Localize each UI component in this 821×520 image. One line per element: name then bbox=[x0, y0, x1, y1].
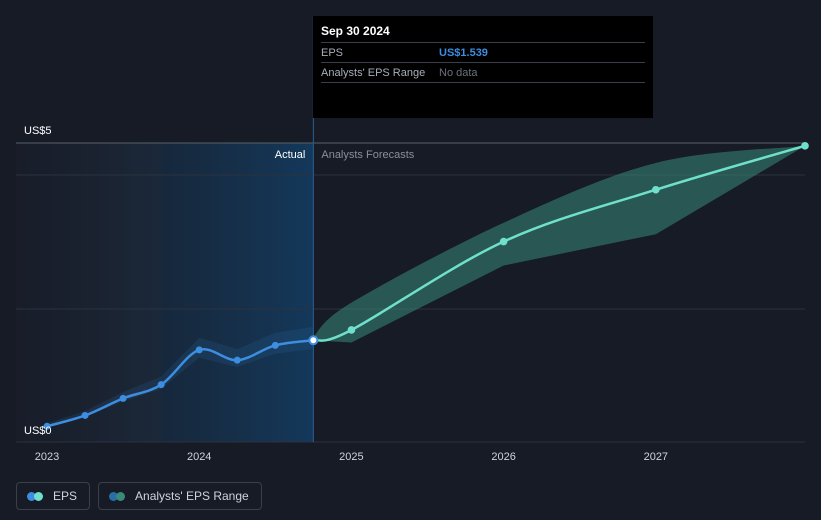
eps-point bbox=[271, 341, 279, 349]
current-eps-point bbox=[308, 335, 319, 346]
tooltip-date: Sep 30 2024 bbox=[321, 24, 645, 43]
legend-eps-dot-forecast bbox=[34, 491, 43, 501]
legend-eps-label: EPS bbox=[53, 489, 78, 503]
eps-point bbox=[119, 394, 127, 402]
tooltip: Sep 30 2024 EPS US$1.539 Analysts' EPS R… bbox=[313, 16, 653, 118]
past-shade bbox=[16, 143, 161, 442]
eps-point bbox=[233, 356, 241, 364]
actual-label: Actual bbox=[275, 149, 306, 161]
legend-range-button[interactable]: Analysts' EPS Range bbox=[98, 482, 262, 510]
forecast-point bbox=[652, 185, 660, 194]
legend-range-swatch bbox=[109, 491, 127, 501]
forecast-point bbox=[801, 142, 809, 150]
chart-legend: EPS Analysts' EPS Range bbox=[16, 482, 262, 510]
forecast-range-area bbox=[313, 145, 805, 343]
x-tick-label: 2027 bbox=[644, 451, 668, 463]
x-tick-label: 2025 bbox=[339, 451, 363, 463]
legend-eps-dot-actual bbox=[27, 491, 36, 501]
x-tick-label: 2026 bbox=[491, 451, 515, 463]
tooltip-row-eps: EPS US$1.539 bbox=[321, 43, 645, 63]
eps-point bbox=[81, 411, 89, 419]
forecast-point bbox=[499, 237, 508, 246]
tooltip-eps-value: US$1.539 bbox=[439, 47, 488, 59]
y-tick-label: US$0 bbox=[24, 425, 52, 437]
eps-point bbox=[157, 381, 165, 389]
legend-eps-button[interactable]: EPS bbox=[16, 482, 91, 510]
y-tick-label: US$5 bbox=[24, 125, 52, 137]
tooltip-range-label: Analysts' EPS Range bbox=[321, 67, 426, 79]
tooltip-row-range: Analysts' EPS Range No data bbox=[321, 63, 645, 83]
x-tick-label: 2024 bbox=[187, 451, 211, 463]
tooltip-range-value: No data bbox=[439, 67, 478, 79]
legend-range-label: Analysts' EPS Range bbox=[135, 489, 249, 503]
forecast-point bbox=[347, 326, 356, 334]
tooltip-eps-label: EPS bbox=[321, 47, 344, 59]
legend-range-dot-actual bbox=[109, 491, 119, 501]
legend-eps-swatch bbox=[27, 491, 45, 501]
legend-range-dot-forecast bbox=[116, 491, 126, 501]
forecast-label: Analysts Forecasts bbox=[321, 149, 414, 161]
x-tick-label: 2023 bbox=[35, 451, 59, 463]
eps-point bbox=[195, 346, 203, 354]
recent-shade bbox=[161, 143, 314, 442]
eps-point bbox=[43, 422, 51, 430]
